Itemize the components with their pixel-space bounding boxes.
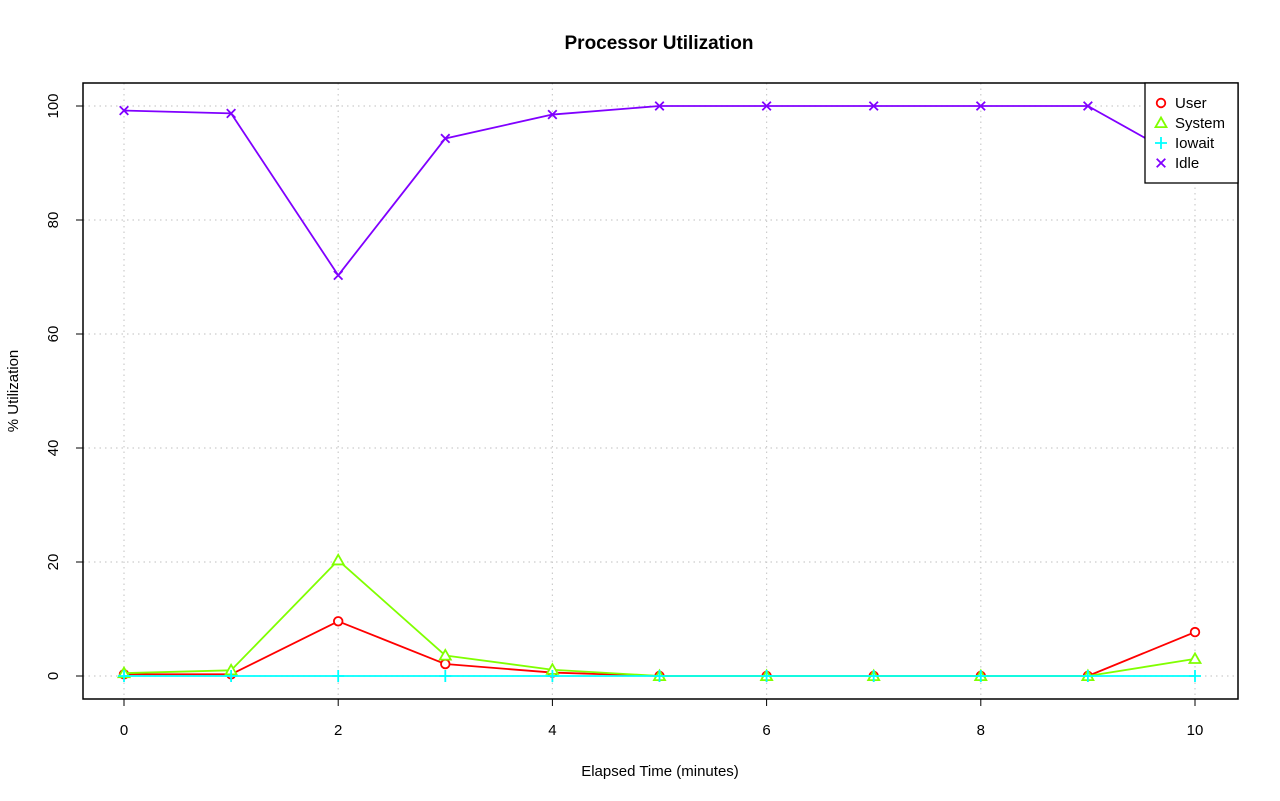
data-point-user bbox=[440, 658, 451, 670]
data-point-system bbox=[438, 648, 453, 661]
series-line-system bbox=[123, 559, 1196, 677]
data-point-iowait bbox=[867, 670, 880, 682]
legend-label-idle: Idle bbox=[1175, 155, 1199, 172]
grid bbox=[83, 83, 1238, 699]
x-tick-label: 4 bbox=[548, 722, 556, 739]
x-tick-label: 0 bbox=[120, 722, 128, 739]
data-point-iowait bbox=[1081, 670, 1094, 682]
data-point-idle bbox=[975, 101, 986, 111]
data-point-iowait bbox=[118, 670, 130, 682]
data-point-iowait bbox=[546, 670, 559, 682]
series-line-idle bbox=[123, 105, 1196, 277]
data-point-idle bbox=[119, 105, 129, 116]
x-tick-label: 8 bbox=[977, 722, 985, 739]
legend-marker-system bbox=[1153, 115, 1169, 129]
data-point-idle bbox=[868, 101, 879, 111]
legend-label-system: System bbox=[1175, 115, 1225, 132]
y-axis: 0 20 40 60 80 100 bbox=[45, 93, 83, 680]
legend-label-user: User bbox=[1175, 95, 1207, 112]
legend-marker-user bbox=[1155, 97, 1167, 109]
x-axis-title: Elapsed Time (minutes) bbox=[581, 763, 739, 780]
series-line-user bbox=[124, 620, 1196, 677]
y-tick-label: 40 bbox=[45, 440, 62, 457]
series-layer bbox=[116, 101, 1203, 682]
data-point-system bbox=[1187, 651, 1203, 664]
y-axis-title: % Utilization bbox=[5, 350, 22, 433]
data-point-iowait bbox=[653, 670, 666, 682]
legend-marker-idle bbox=[1156, 158, 1166, 168]
data-point-idle bbox=[226, 108, 237, 119]
legend-marker-iowait bbox=[1155, 137, 1167, 149]
y-tick-label: 20 bbox=[45, 554, 62, 571]
data-point-idle bbox=[1082, 101, 1093, 111]
data-point-iowait bbox=[439, 670, 452, 682]
data-point-idle bbox=[654, 101, 665, 111]
data-point-iowait bbox=[1189, 670, 1201, 682]
x-tick-label: 6 bbox=[762, 722, 770, 739]
data-point-iowait bbox=[760, 670, 773, 682]
legend-label-iowait: Iowait bbox=[1175, 135, 1215, 152]
data-point-idle bbox=[761, 101, 772, 111]
series-system bbox=[116, 552, 1203, 682]
data-point-iowait bbox=[974, 670, 987, 682]
legend: User System Iowait Idle bbox=[1144, 82, 1239, 184]
chart-title: Processor Utilization bbox=[565, 33, 754, 54]
y-tick-label: 0 bbox=[45, 672, 62, 680]
x-tick-label: 10 bbox=[1187, 722, 1204, 739]
plot-frame bbox=[82, 82, 1239, 700]
y-tick-label: 100 bbox=[45, 93, 62, 118]
data-point-user bbox=[333, 616, 344, 627]
y-tick-label: 60 bbox=[45, 326, 62, 343]
series-iowait bbox=[118, 670, 1201, 682]
x-axis: 0 2 4 6 8 10 bbox=[120, 699, 1204, 739]
data-point-system bbox=[331, 552, 346, 566]
data-point-user bbox=[1189, 626, 1201, 638]
x-tick-label: 2 bbox=[334, 722, 342, 739]
y-tick-label: 80 bbox=[45, 212, 62, 229]
data-point-idle bbox=[333, 270, 344, 281]
series-idle bbox=[119, 101, 1200, 281]
data-point-idle bbox=[547, 109, 558, 120]
data-point-iowait bbox=[332, 670, 345, 682]
data-point-iowait bbox=[225, 670, 238, 682]
data-point-idle bbox=[440, 133, 451, 144]
